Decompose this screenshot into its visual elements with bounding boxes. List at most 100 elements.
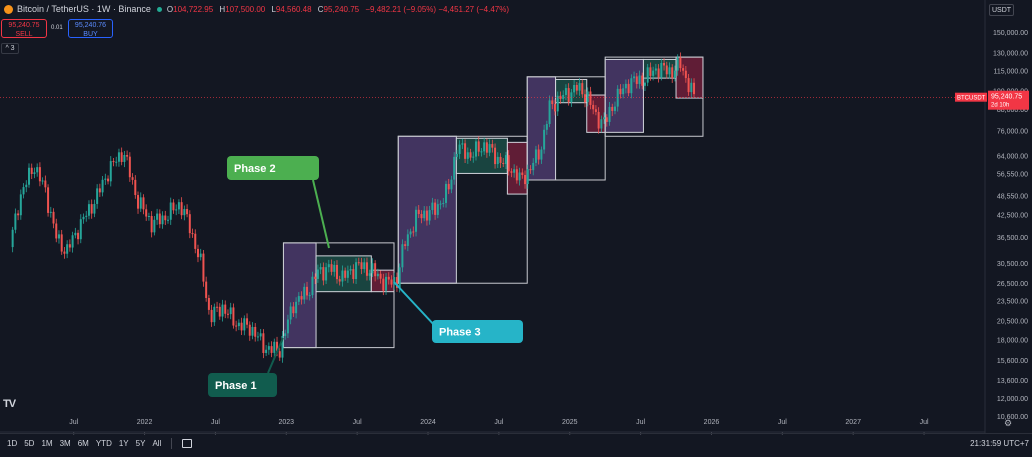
ohlc-readout: O104,722.95 H107,500.00 L94,560.48 C95,2… [167,5,509,14]
candle-body [289,306,292,320]
high-label: H [219,4,226,14]
candle-body [330,264,333,272]
candle-body [44,180,47,188]
candle-body [518,172,521,181]
clock[interactable]: 21:31:59 UTC+7 [970,439,1029,448]
calendar-icon[interactable] [182,439,193,448]
candle-body [491,144,494,148]
range-3m-button[interactable]: 3M [59,439,71,448]
candle-body [36,167,39,173]
open-value: 104,722.95 [173,4,214,14]
candle-body [559,95,562,100]
candle-body [548,100,551,125]
candle-body [472,156,475,158]
indicators-collapse-button[interactable]: ^ 3 [1,43,19,54]
callout-label: Phase 1 [215,380,257,392]
candle-body [57,234,60,239]
candle-body [613,106,616,111]
candle-body [306,286,309,296]
candle-body [371,263,374,274]
candle-body [123,154,126,162]
change-value-2: −4,451.27 (−4.47%) [438,4,510,14]
candle-body [562,94,565,100]
candle-body [368,273,371,276]
symbol-title[interactable]: Bitcoin / TetherUS · 1W · Binance [17,4,151,14]
currency-button[interactable]: USDT [989,4,1014,16]
y-tick-label: 15,600.00 [997,358,1028,365]
candle-body [496,156,499,165]
x-tick-label: Jul [69,419,78,426]
candle-body [158,213,161,225]
candle-body [196,248,199,258]
candle-body [406,234,409,246]
candle-body [673,70,676,79]
range-1d-button[interactable]: 1D [7,439,18,448]
candle-body [687,78,690,93]
y-tick-label: 76,000.00 [997,128,1028,135]
candle-body [404,244,407,246]
range-5d-button[interactable]: 5D [24,439,35,448]
candle-body [68,244,71,248]
candle-body [507,155,510,172]
candle-body [145,209,148,217]
callout-label: Phase 3 [439,327,481,339]
range-1m-button[interactable]: 1M [41,439,53,448]
candle-body [385,276,388,291]
x-tick-label: Jul [636,419,645,426]
range-all-button[interactable]: All [152,439,162,448]
change-value: −9,482.21 (−9.05%) [365,4,437,14]
candle-body [412,231,415,233]
candle-body [41,180,44,182]
candle-body [221,304,224,317]
candle-body [453,156,456,180]
y-tick-label: 10,600.00 [997,414,1028,421]
candle-body [303,286,306,300]
range-5y-button[interactable]: 5Y [135,439,146,448]
y-tick-label: 30,500.00 [997,261,1028,268]
candle-body [581,83,584,95]
candle-body [439,203,442,205]
range-6m-button[interactable]: 6M [77,439,89,448]
buy-button[interactable]: 95,240.76 BUY [68,19,113,38]
candle-body [573,84,576,93]
candle-body [665,65,668,75]
y-tick-label: 88,000.00 [997,107,1028,114]
candle-body [96,188,99,204]
sell-label: SELL [15,31,33,38]
range-ytd-button[interactable]: YTD [95,439,112,448]
candle-body [646,67,649,83]
candle-body [423,210,426,219]
candle-body [191,233,194,235]
phase-range-box [455,137,508,174]
candle-body [365,262,368,276]
candle-body [33,172,36,174]
candle-body [390,279,393,285]
range-1y-button[interactable]: 1Y [118,439,129,448]
candle-body [360,262,363,270]
close-label: C [317,4,324,14]
candle-body [524,175,527,185]
candle-body [592,104,595,110]
candle-body [434,202,437,215]
candle-body [207,297,210,310]
candle-body [82,216,85,220]
candle-body [526,169,529,185]
candle-body [248,324,251,336]
candle-body [649,67,652,76]
candle-body [684,70,687,79]
y-tick-label: 23,500.00 [997,299,1028,306]
candle-body [295,301,298,314]
y-tick-label: 13,600.00 [997,378,1028,385]
settings-icon[interactable]: ⚙ [1004,418,1013,428]
candle-body [25,184,28,188]
phase-rise-box [604,58,644,133]
candle-body [352,269,355,280]
candle-body [575,84,578,91]
tradingview-logo[interactable]: TV [3,398,16,410]
callout-pointer [267,337,284,374]
sell-button[interactable]: 95,240.75 SELL [1,19,47,38]
candle-body [458,144,461,154]
y-tick-label: 42,500.00 [997,213,1028,220]
